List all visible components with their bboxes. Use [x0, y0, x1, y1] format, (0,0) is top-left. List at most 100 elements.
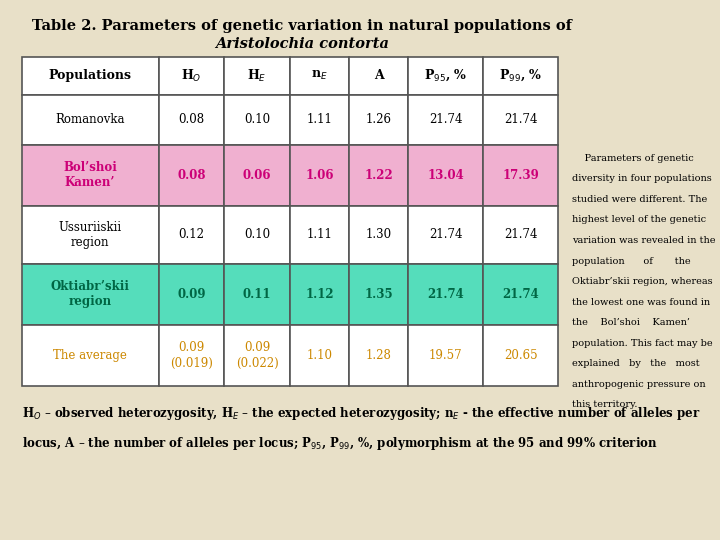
Text: 1.22: 1.22: [364, 169, 393, 182]
Bar: [408, 57, 483, 94]
Bar: [349, 94, 408, 145]
Text: 0.08: 0.08: [177, 169, 206, 182]
Text: anthropogenic pressure on: anthropogenic pressure on: [572, 380, 706, 389]
Bar: [22, 325, 159, 386]
Text: 21.74: 21.74: [504, 228, 537, 241]
Bar: [225, 264, 289, 325]
Bar: [349, 206, 408, 264]
Bar: [225, 206, 289, 264]
Text: n$_E$: n$_E$: [311, 69, 328, 82]
Text: 0.10: 0.10: [244, 113, 270, 126]
Bar: [22, 145, 159, 206]
Bar: [159, 206, 225, 264]
Text: the    Bol’shoi    Kamen’: the Bol’shoi Kamen’: [572, 318, 690, 327]
Bar: [159, 94, 225, 145]
Bar: [22, 206, 159, 264]
Text: variation was revealed in the: variation was revealed in the: [572, 236, 716, 245]
Bar: [159, 264, 225, 325]
Bar: [408, 145, 483, 206]
Bar: [289, 57, 349, 94]
Text: 1.10: 1.10: [307, 349, 333, 362]
Text: 21.74: 21.74: [504, 113, 537, 126]
Text: Ussuriiskii
region: Ussuriiskii region: [58, 221, 122, 249]
Bar: [483, 264, 558, 325]
Text: 20.65: 20.65: [504, 349, 537, 362]
Text: 17.39: 17.39: [503, 169, 539, 182]
Bar: [483, 57, 558, 94]
Text: 13.04: 13.04: [428, 169, 464, 182]
Bar: [483, 145, 558, 206]
Text: P$_{99}$, %: P$_{99}$, %: [499, 68, 542, 83]
Bar: [349, 325, 408, 386]
Text: 1.35: 1.35: [364, 288, 393, 301]
Bar: [22, 264, 159, 325]
Text: Aristolochia contorta: Aristolochia contorta: [215, 37, 390, 51]
Bar: [159, 57, 225, 94]
Bar: [159, 145, 225, 206]
Text: 1.06: 1.06: [305, 169, 333, 182]
Text: 21.74: 21.74: [429, 228, 462, 241]
Text: highest level of the genetic: highest level of the genetic: [572, 215, 706, 225]
Text: 21.74: 21.74: [429, 113, 462, 126]
Text: 0.06: 0.06: [243, 169, 271, 182]
Text: this territory.: this territory.: [572, 400, 638, 409]
Bar: [483, 206, 558, 264]
Text: P$_{95}$, %: P$_{95}$, %: [424, 68, 467, 83]
Text: Oktiabr’skii
region: Oktiabr’skii region: [50, 280, 130, 308]
Text: 0.10: 0.10: [244, 228, 270, 241]
Text: 0.09
(0.019): 0.09 (0.019): [170, 341, 213, 369]
Text: 21.74: 21.74: [428, 288, 464, 301]
Text: 21.74: 21.74: [503, 288, 539, 301]
Bar: [225, 57, 289, 94]
Text: locus, A – the number of alleles per locus; P$_{95}$, P$_{99}$, %, polymorphism : locus, A – the number of alleles per loc…: [22, 435, 657, 451]
Text: 0.11: 0.11: [243, 288, 271, 301]
Text: diversity in four populations: diversity in four populations: [572, 174, 712, 184]
Text: Table 2. Parameters of genetic variation in natural populations of: Table 2. Parameters of genetic variation…: [32, 19, 572, 33]
Text: 1.11: 1.11: [307, 228, 333, 241]
Text: 1.30: 1.30: [366, 228, 392, 241]
Text: the lowest one was found in: the lowest one was found in: [572, 298, 711, 307]
Text: H$_E$: H$_E$: [248, 68, 267, 84]
Bar: [225, 145, 289, 206]
Bar: [289, 264, 349, 325]
Text: The average: The average: [53, 349, 127, 362]
Bar: [408, 264, 483, 325]
Text: Romanovka: Romanovka: [55, 113, 125, 126]
Text: H$_O$: H$_O$: [181, 68, 202, 84]
Bar: [408, 206, 483, 264]
Bar: [289, 145, 349, 206]
Text: 0.09: 0.09: [177, 288, 206, 301]
Bar: [289, 206, 349, 264]
Bar: [225, 325, 289, 386]
Text: explained   by   the   most: explained by the most: [572, 359, 700, 368]
Text: population. This fact may be: population. This fact may be: [572, 339, 713, 348]
Bar: [349, 57, 408, 94]
Text: population      of       the: population of the: [572, 256, 691, 266]
Bar: [289, 325, 349, 386]
Text: Oktiabr’skii region, whereas: Oktiabr’skii region, whereas: [572, 277, 713, 286]
Bar: [159, 325, 225, 386]
Text: Bol’shoi
Kamen’: Bol’shoi Kamen’: [63, 161, 117, 190]
Bar: [408, 94, 483, 145]
Bar: [483, 325, 558, 386]
Bar: [225, 94, 289, 145]
Text: 19.57: 19.57: [429, 349, 462, 362]
Bar: [22, 57, 159, 94]
Bar: [408, 325, 483, 386]
Text: 1.11: 1.11: [307, 113, 333, 126]
Bar: [289, 94, 349, 145]
Text: 1.26: 1.26: [366, 113, 392, 126]
Bar: [22, 94, 159, 145]
Text: 0.12: 0.12: [179, 228, 204, 241]
Text: A: A: [374, 69, 384, 82]
Text: studied were different. The: studied were different. The: [572, 195, 708, 204]
Bar: [349, 145, 408, 206]
Text: Populations: Populations: [49, 69, 132, 82]
Bar: [349, 264, 408, 325]
Bar: [483, 94, 558, 145]
Text: 1.28: 1.28: [366, 349, 392, 362]
Text: 1.12: 1.12: [305, 288, 334, 301]
Text: 0.08: 0.08: [179, 113, 204, 126]
Text: H$_O$ – observed heterozygosity, H$_E$ – the expected heterozygosity; n$_E$ - th: H$_O$ – observed heterozygosity, H$_E$ –…: [22, 405, 701, 422]
Text: 0.09
(0.022): 0.09 (0.022): [235, 341, 279, 369]
